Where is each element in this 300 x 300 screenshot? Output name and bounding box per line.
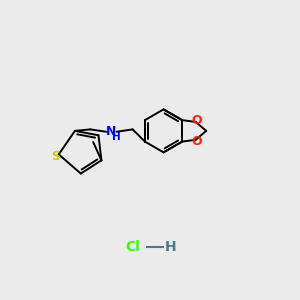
- Text: Cl: Cl: [125, 240, 140, 254]
- Text: O: O: [191, 135, 202, 148]
- Text: H: H: [112, 132, 121, 142]
- Text: S: S: [51, 150, 60, 163]
- Text: N: N: [106, 125, 117, 138]
- Text: O: O: [191, 114, 202, 127]
- Text: H: H: [165, 240, 176, 254]
